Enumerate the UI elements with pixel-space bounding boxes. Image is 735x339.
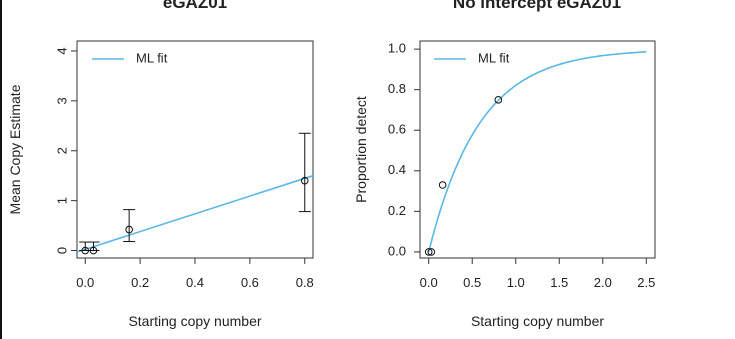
chart-0-data-point (125, 225, 133, 234)
chart-1-x-tick-label: 1.5 (550, 275, 568, 290)
chart-0-y-tick-label: 2 (54, 147, 69, 154)
chart-1-y-axis-label: Proportion detect (353, 96, 369, 203)
chart-0-x-axis-label: Starting copy number (128, 313, 261, 329)
chart-1-plot-frame (419, 40, 656, 259)
chart-0-y-tick-label: 0 (54, 247, 69, 254)
chart-1-x-tick-label: 2.0 (594, 275, 612, 290)
chart-1-x-tick-label: 0.5 (463, 275, 481, 290)
chart-1-data-point (424, 248, 433, 256)
chart-1-y-tick-label: 1.0 (388, 41, 406, 56)
chart-0-y-tick-label: 4 (54, 47, 69, 54)
chart-0-title: eGAZ01 (163, 0, 227, 12)
chart-1-x-tick-label: 0.0 (420, 275, 438, 290)
chart-0-data-point (300, 176, 309, 185)
chart-1-legend-label: ML fit (478, 50, 510, 65)
chart-0-data-point (81, 246, 90, 255)
left-border-rule (0, 0, 2, 339)
chart-1-x-tick-label: 2.5 (637, 275, 655, 290)
chart-1-y-tick-label: 0.8 (388, 81, 406, 96)
chart-1-ml-fit-curve (427, 51, 647, 253)
chart-1-y-tick-label: 0.6 (388, 122, 406, 137)
chart-1-x-tick-label: 1.0 (507, 275, 525, 290)
chart-1-y-tick-label: 0.0 (388, 243, 406, 258)
chart-0-ml-fit-line (76, 174, 314, 253)
chart-1-title: No intercept eGAZ01 (453, 0, 621, 12)
chart-0-data-point (89, 246, 98, 255)
chart-1-data-point (427, 248, 436, 256)
chart-0-x-tick-label: 0.6 (241, 275, 259, 290)
chart-0-y-tick-label: 1 (54, 197, 69, 204)
chart-0-plot-frame (76, 40, 314, 259)
chart-0-x-tick-label: 0.0 (76, 275, 94, 290)
chart-0-y-axis-label: Mean Copy Estimate (7, 84, 23, 214)
chart-1-data-point (438, 181, 447, 189)
chart-0-y-tick-label: 3 (54, 97, 69, 104)
chart-1-y-tick-label: 0.2 (388, 203, 406, 218)
chart-0-x-tick-label: 0.4 (186, 275, 204, 290)
chart-1-x-axis-label: Starting copy number (471, 313, 604, 329)
chart-1-data-point (494, 96, 503, 104)
chart-0-x-tick-label: 0.2 (131, 275, 149, 290)
chart-1-y-tick-label: 0.4 (388, 162, 406, 177)
chart-0-legend-label: ML fit (136, 50, 168, 65)
chart-0-x-tick-label: 0.8 (296, 275, 314, 290)
